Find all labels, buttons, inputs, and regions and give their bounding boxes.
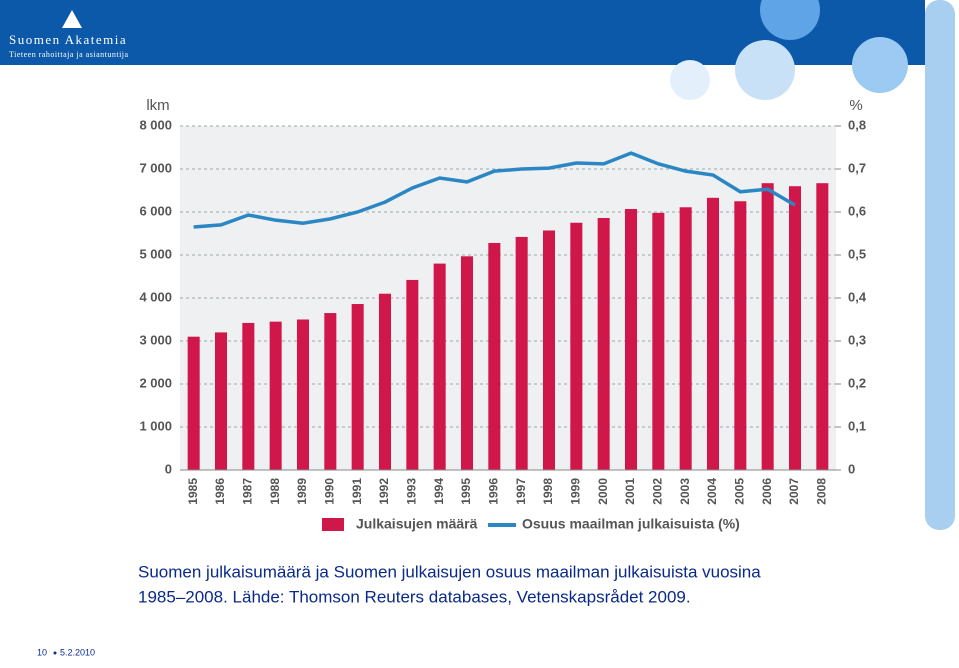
- x-tick-label: 2008: [815, 478, 829, 505]
- y-tick-label: 0: [165, 461, 172, 476]
- bar: [433, 263, 446, 470]
- x-tick-label: 1992: [377, 478, 391, 505]
- side-strip: [925, 0, 955, 530]
- y-tick-label: 3 000: [139, 332, 172, 347]
- bar: [597, 218, 610, 470]
- y2-axis-label: %: [849, 97, 862, 114]
- x-tick-label: 1987: [241, 478, 255, 505]
- org-tagline: Tieteen rahoittaja ja asiantuntija: [9, 50, 129, 59]
- y2-tick-label: 0,2: [848, 375, 866, 390]
- bar: [761, 183, 774, 470]
- x-tick-label: 2005: [733, 478, 747, 505]
- legend-label: Osuus maailman julkaisuista (%): [522, 516, 740, 532]
- x-tick-label: 1995: [459, 478, 473, 505]
- x-tick-label: 2003: [678, 478, 692, 505]
- x-tick-label: 2007: [787, 478, 801, 505]
- y2-tick-label: 0,3: [848, 332, 866, 347]
- x-tick-label: 1998: [541, 478, 555, 505]
- line: [193, 151, 796, 229]
- bar: [706, 197, 720, 470]
- bar: [488, 242, 501, 470]
- y2-tick-label: 0,8: [848, 117, 866, 132]
- x-tick-label: 1990: [323, 478, 337, 505]
- bar: [214, 332, 228, 470]
- legend-swatch: [322, 518, 344, 531]
- x-tick-label: 2004: [705, 478, 719, 505]
- deco: [670, 60, 710, 100]
- deco: [852, 37, 908, 93]
- x-tick-label: 2001: [623, 478, 637, 505]
- bar: [816, 183, 829, 470]
- x-tick-label: 2000: [596, 478, 610, 505]
- bar: [296, 319, 310, 470]
- legend-label: Julkaisujen määrä: [356, 516, 478, 532]
- caption: Suomen julkaisumäärä ja Suomen julkaisuj…: [138, 562, 761, 581]
- page-number: 10: [37, 647, 47, 657]
- y-tick-label: 5 000: [139, 246, 172, 261]
- x-tick-label: 1999: [569, 478, 583, 505]
- x-tick-label: 2002: [651, 478, 665, 505]
- x-tick-label: 2006: [760, 478, 774, 505]
- y-tick-label: 4 000: [139, 289, 172, 304]
- bar: [269, 321, 282, 470]
- y-tick-label: 7 000: [139, 160, 172, 175]
- y-tick-label: 1 000: [139, 418, 172, 433]
- bar: [460, 256, 474, 470]
- x-tick-label: 1985: [186, 478, 200, 505]
- y2-tick-label: 0: [848, 461, 855, 476]
- y-axis-label: lkm: [146, 97, 169, 114]
- deco: [760, 0, 820, 40]
- y2-tick-label: 0,1: [848, 418, 866, 433]
- logo: [62, 10, 82, 28]
- x-tick-label: 1988: [268, 478, 282, 505]
- y2-tick-label: 0,7: [848, 160, 866, 175]
- bar: [515, 236, 528, 470]
- y2-tick-label: 0,6: [848, 203, 866, 218]
- y2-tick-label: 0,4: [848, 289, 867, 304]
- bar: [406, 279, 419, 470]
- deco: [735, 40, 795, 100]
- bar: [788, 186, 802, 470]
- x-tick-label: 1986: [213, 478, 227, 505]
- bar: [324, 313, 337, 470]
- caption: 1985–2008. Lähde: Thomson Reuters databa…: [138, 587, 691, 606]
- bar: [378, 293, 392, 470]
- bar: [679, 207, 692, 470]
- bar: [624, 208, 638, 471]
- x-tick-label: 1997: [514, 478, 528, 505]
- y-tick-label: 8 000: [139, 117, 172, 132]
- x-tick-label: 1994: [432, 478, 446, 505]
- org-name: Suomen Akatemia: [9, 32, 127, 47]
- bar: [187, 336, 200, 470]
- y-tick-label: 2 000: [139, 375, 172, 390]
- separator: [53, 651, 57, 655]
- x-tick-label: 1989: [295, 478, 309, 505]
- bar: [652, 212, 665, 471]
- bar: [242, 322, 255, 470]
- bar: [734, 201, 747, 470]
- y-tick-label: 6 000: [139, 203, 172, 218]
- date: 5.2.2010: [60, 647, 95, 657]
- bar: [351, 304, 364, 470]
- y2-tick-label: 0,5: [848, 246, 866, 261]
- bar: [542, 230, 556, 470]
- x-tick-label: 1996: [487, 478, 501, 505]
- x-tick-label: 1991: [350, 478, 364, 505]
- bar: [570, 222, 583, 470]
- x-tick-label: 1993: [405, 478, 419, 505]
